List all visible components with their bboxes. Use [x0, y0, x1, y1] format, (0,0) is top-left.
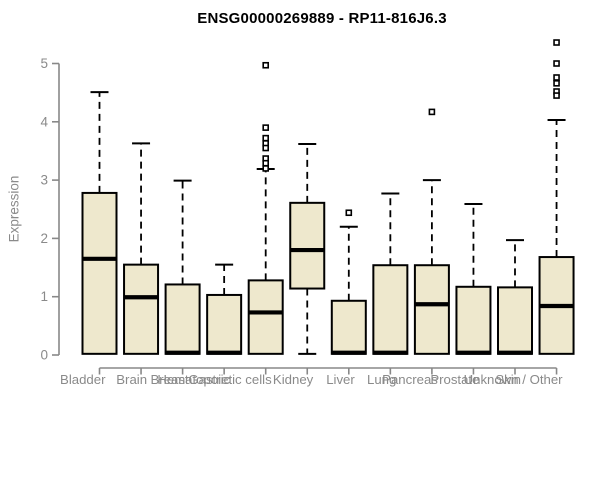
y-tick-label: 1: [40, 289, 48, 304]
outlier-point: [262, 61, 270, 69]
x-category-label: Kidney: [273, 372, 314, 387]
outlier-point: [262, 124, 270, 131]
x-category-label: Pancreas: [382, 372, 438, 387]
box-Prostate: [455, 285, 492, 355]
outlier-point: [553, 60, 560, 67]
box-Hematopoietic cells: [247, 279, 284, 355]
y-tick-label: 3: [40, 173, 48, 188]
outlier-point: [553, 92, 560, 99]
outlier-point: [262, 165, 270, 172]
x-category-label: Brain: [116, 372, 147, 387]
y-tick-label: 2: [40, 231, 48, 246]
chart-title: ENSG00000269889 - RP11-816J6.3: [197, 10, 447, 27]
outlier-point: [428, 108, 436, 116]
box-Breast: [164, 283, 201, 355]
box-Pancreas: [413, 264, 450, 355]
x-category-label: Breast: [150, 372, 188, 387]
box-Gastric: [206, 293, 243, 355]
outlier-point: [553, 39, 560, 46]
x-category-label: Prostate: [430, 372, 479, 387]
outlier-point: [345, 209, 353, 217]
y-tick-label: 5: [40, 56, 48, 71]
x-category-label: Hematopoietic cells: [157, 372, 272, 387]
x-category-label: Skin: [495, 372, 521, 387]
outlier-point: [262, 159, 270, 167]
x-category-label: Bladder: [60, 372, 106, 387]
x-category-label: Unknown / Other: [464, 372, 564, 387]
box-Lung: [372, 264, 409, 355]
y-tick-label: 4: [40, 114, 48, 129]
outlier-point: [262, 134, 270, 142]
x-category-label: Liver: [326, 372, 355, 387]
x-category-label: Gastric: [188, 372, 230, 387]
box-Kidney: [289, 201, 326, 290]
outlier-point: [262, 144, 270, 152]
outlier-point: [553, 80, 560, 87]
box-Liver: [330, 299, 367, 355]
box-Brain: [123, 263, 160, 355]
y-tick-label: 0: [40, 348, 48, 363]
box-Bladder: [81, 191, 118, 355]
box-Skin: [497, 286, 533, 355]
x-category-label: Lung: [367, 372, 396, 387]
outlier-point: [553, 74, 560, 81]
